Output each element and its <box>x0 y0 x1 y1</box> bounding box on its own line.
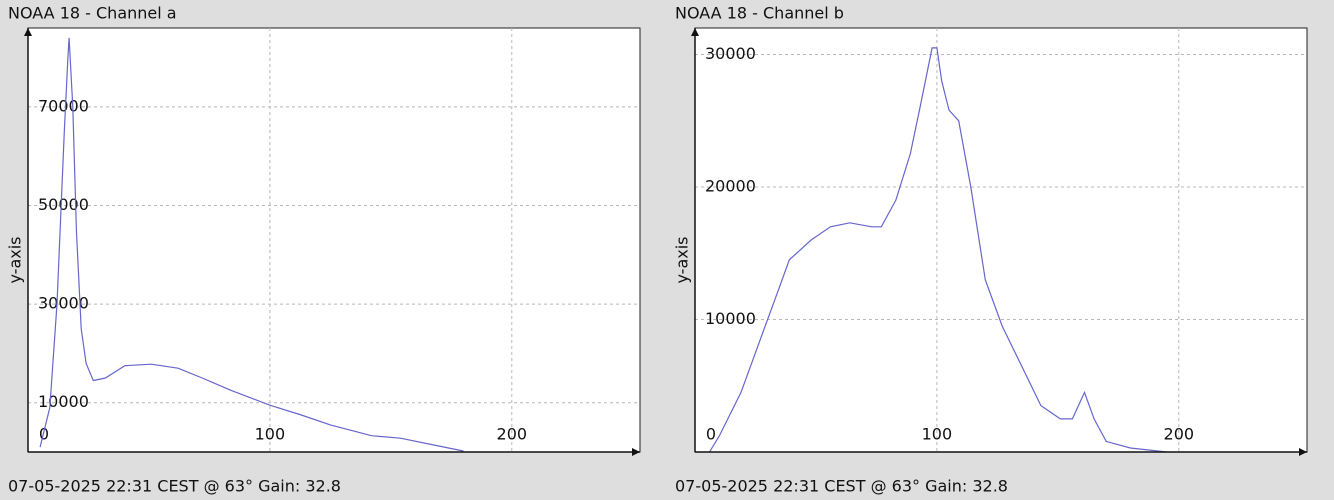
x-tick-label: 200 <box>497 425 528 444</box>
y-tick-label: 30000 <box>38 294 89 313</box>
data-line <box>39 37 464 452</box>
y-tick-label: 50000 <box>38 195 89 214</box>
x-tick-label: 0 <box>706 425 716 444</box>
x-tick-label: 0 <box>39 425 49 444</box>
chart-title: NOAA 18 - Channel a <box>8 4 177 23</box>
chart-title: NOAA 18 - Channel b <box>675 4 844 23</box>
caption: 07-05-2025 22:31 CEST @ 63° Gain: 32.8 <box>675 477 1008 496</box>
y-tick-label: 10000 <box>705 309 756 328</box>
chart-panel: NOAA 18 - Channel b 10000 20000 30000 0 100 20… <box>673 4 1308 496</box>
data-line <box>708 47 1167 453</box>
plot-area <box>27 27 641 453</box>
plot-area <box>694 27 1308 453</box>
x-tick-label: 100 <box>922 425 953 444</box>
y-axis-label: y-axis <box>6 236 25 283</box>
y-tick-label: 20000 <box>705 177 756 196</box>
caption: 07-05-2025 22:31 CEST @ 63° Gain: 32.8 <box>8 477 341 496</box>
x-tick-label: 200 <box>1164 425 1195 444</box>
x-axis-arrow <box>632 448 640 456</box>
y-tick-label: 70000 <box>38 96 89 115</box>
y-axis-arrow <box>691 28 699 36</box>
x-axis-arrow <box>1299 448 1307 456</box>
y-axis-arrow <box>24 28 32 36</box>
y-axis-label: y-axis <box>673 236 692 283</box>
y-tick-label: 10000 <box>38 392 89 411</box>
chart-panel: NOAA 18 - Channel a 10000 30000 50000 70000 0… <box>6 4 641 496</box>
y-tick-label: 30000 <box>705 44 756 63</box>
x-tick-label: 100 <box>255 425 286 444</box>
